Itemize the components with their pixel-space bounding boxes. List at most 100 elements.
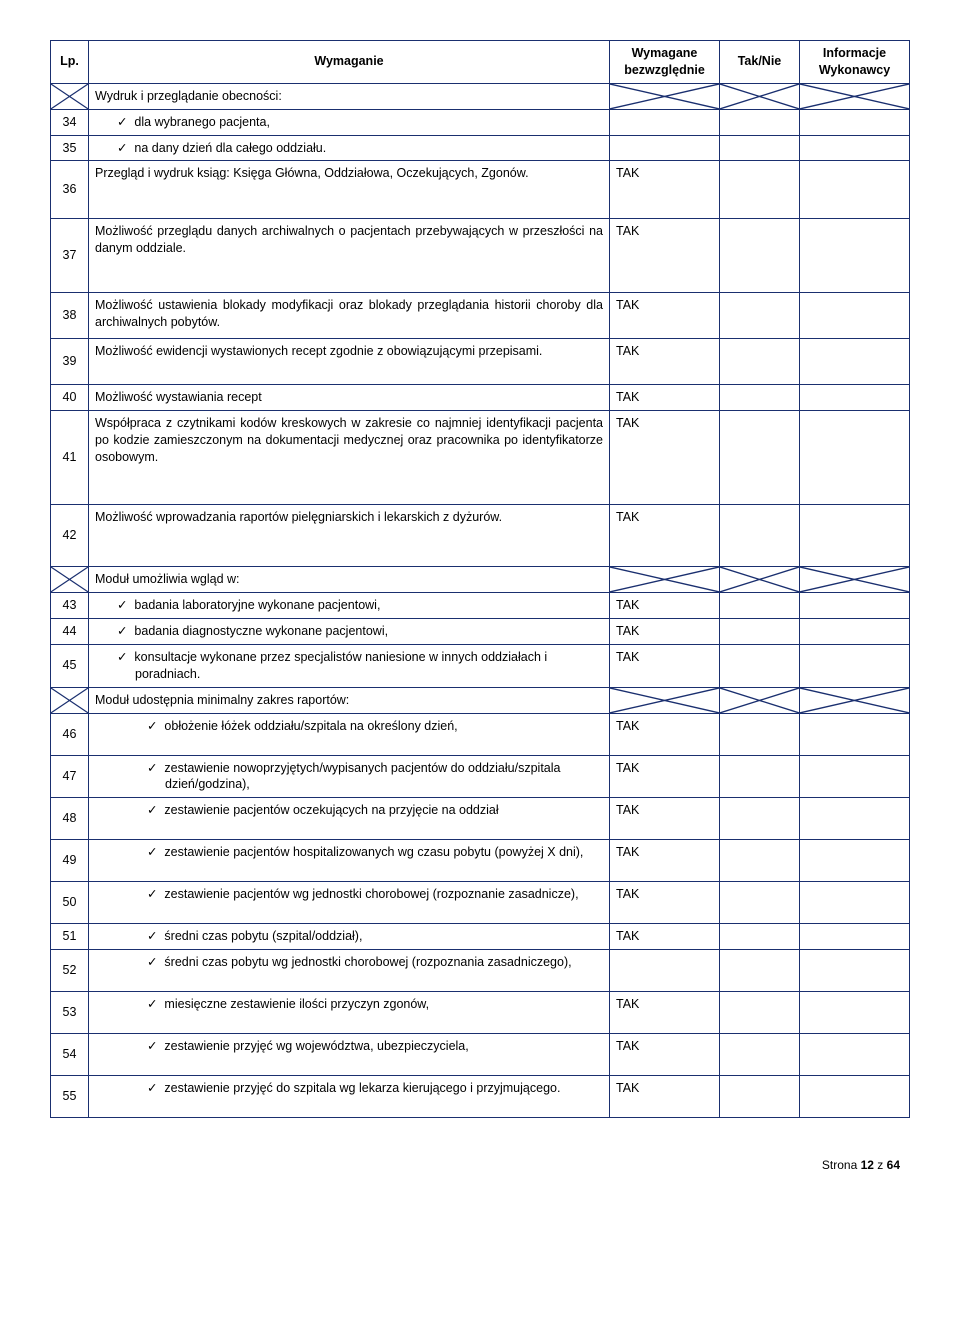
info-cell [800,950,910,992]
x-cell [800,83,910,109]
mandatory-cell: TAK [610,339,720,385]
info-cell [800,109,910,135]
requirement-text: Możliwość ustawienia blokady modyfikacji… [89,293,610,339]
requirement-text: ✓ dla wybranego pacjenta, [89,109,610,135]
x-cell [51,567,89,593]
header-lp: Lp. [51,41,89,84]
yn-cell [720,1034,800,1076]
table-header-row: Lp. Wymaganie Wymaganebezwzględnie Tak/N… [51,41,910,84]
header-info: InformacjeWykonawcy [800,41,910,84]
table-row: 44 ✓ badania diagnostyczne wykonane pacj… [51,619,910,645]
x-cell [720,687,800,713]
lp-cell: 38 [51,293,89,339]
header-yn: Tak/Nie [720,41,800,84]
info-cell [800,293,910,339]
table-row: 54 ✓ zestawienie przyjęć wg województwa,… [51,1034,910,1076]
lp-cell: 55 [51,1076,89,1118]
table-row: 47 ✓ zestawienie nowoprzyjętych/wypisany… [51,755,910,798]
requirement-text: ✓ zestawienie nowoprzyjętych/wypisanych … [89,755,610,798]
mandatory-cell: TAK [610,293,720,339]
yn-cell [720,411,800,505]
table-row: 49 ✓ zestawienie pacjentów hospitalizowa… [51,840,910,882]
requirement-text: Możliwość przeglądu danych archiwalnych … [89,219,610,293]
yn-cell [720,293,800,339]
x-cell [610,687,720,713]
table-row: 34 ✓ dla wybranego pacjenta, [51,109,910,135]
info-cell [800,924,910,950]
page-footer: Strona 12 z 64 [50,1158,910,1172]
requirement-text: ✓ zestawienie przyjęć do szpitala wg lek… [89,1076,610,1118]
yn-cell [720,840,800,882]
mandatory-cell: TAK [610,713,720,755]
yn-cell [720,713,800,755]
yn-cell [720,755,800,798]
yn-cell [720,924,800,950]
info-cell [800,713,910,755]
table-row: Wydruk i przeglądanie obecności: [51,83,910,109]
lp-cell: 53 [51,992,89,1034]
yn-cell [720,505,800,567]
yn-cell [720,950,800,992]
info-cell [800,755,910,798]
table-row: 37 Możliwość przeglądu danych archiwalny… [51,219,910,293]
info-cell [800,135,910,161]
mandatory-cell: TAK [610,755,720,798]
mandatory-cell [610,109,720,135]
info-cell [800,385,910,411]
mandatory-cell: TAK [610,924,720,950]
lp-cell: 47 [51,755,89,798]
lp-cell: 40 [51,385,89,411]
x-cell [720,567,800,593]
table-row: 40 Możliwość wystawiania recept TAK [51,385,910,411]
requirement-text: ✓ zestawienie pacjentów hospitalizowanyc… [89,840,610,882]
lp-cell: 48 [51,798,89,840]
info-cell [800,161,910,219]
requirement-text: ✓ badania diagnostyczne wykonane pacjent… [89,619,610,645]
requirement-text: ✓ średni czas pobytu (szpital/oddział), [89,924,610,950]
requirement-text: ✓ zestawienie przyjęć wg województwa, ub… [89,1034,610,1076]
yn-cell [720,385,800,411]
header-req: Wymaganie [89,41,610,84]
x-cell [51,687,89,713]
requirement-text: ✓ na dany dzień dla całego oddziału. [89,135,610,161]
requirement-text: ✓ obłożenie łóżek oddziału/szpitala na o… [89,713,610,755]
mandatory-cell: TAK [610,505,720,567]
info-cell [800,619,910,645]
lp-cell: 46 [51,713,89,755]
yn-cell [720,135,800,161]
lp-cell: 42 [51,505,89,567]
table-row: 53 ✓ miesięczne zestawienie ilości przyc… [51,992,910,1034]
x-cell [800,567,910,593]
mandatory-cell: TAK [610,644,720,687]
lp-cell: 52 [51,950,89,992]
mandatory-cell: TAK [610,798,720,840]
table-row: 52 ✓ średni czas pobytu wg jednostki cho… [51,950,910,992]
lp-cell: 34 [51,109,89,135]
lp-cell: 44 [51,619,89,645]
mandatory-cell: TAK [610,840,720,882]
info-cell [800,644,910,687]
mandatory-cell [610,135,720,161]
yn-cell [720,644,800,687]
requirement-text: ✓ średni czas pobytu wg jednostki chorob… [89,950,610,992]
lp-cell: 39 [51,339,89,385]
header-mand: Wymaganebezwzględnie [610,41,720,84]
lp-cell: 36 [51,161,89,219]
table-row: 50 ✓ zestawienie pacjentów wg jednostki … [51,882,910,924]
yn-cell [720,339,800,385]
x-cell [800,687,910,713]
yn-cell [720,798,800,840]
mandatory-cell: TAK [610,619,720,645]
requirement-text: Współpraca z czytnikami kodów kreskowych… [89,411,610,505]
mandatory-cell: TAK [610,161,720,219]
requirement-text: Możliwość wprowadzania raportów pielęgni… [89,505,610,567]
lp-cell: 54 [51,1034,89,1076]
mandatory-cell [610,950,720,992]
requirement-text: ✓ konsultacje wykonane przez specjalistó… [89,644,610,687]
lp-cell: 51 [51,924,89,950]
lp-cell: 49 [51,840,89,882]
table-row: 46 ✓ obłożenie łóżek oddziału/szpitala n… [51,713,910,755]
requirement-text: Możliwość ewidencji wystawionych recept … [89,339,610,385]
table-row: 51 ✓ średni czas pobytu (szpital/oddział… [51,924,910,950]
mandatory-cell: TAK [610,411,720,505]
